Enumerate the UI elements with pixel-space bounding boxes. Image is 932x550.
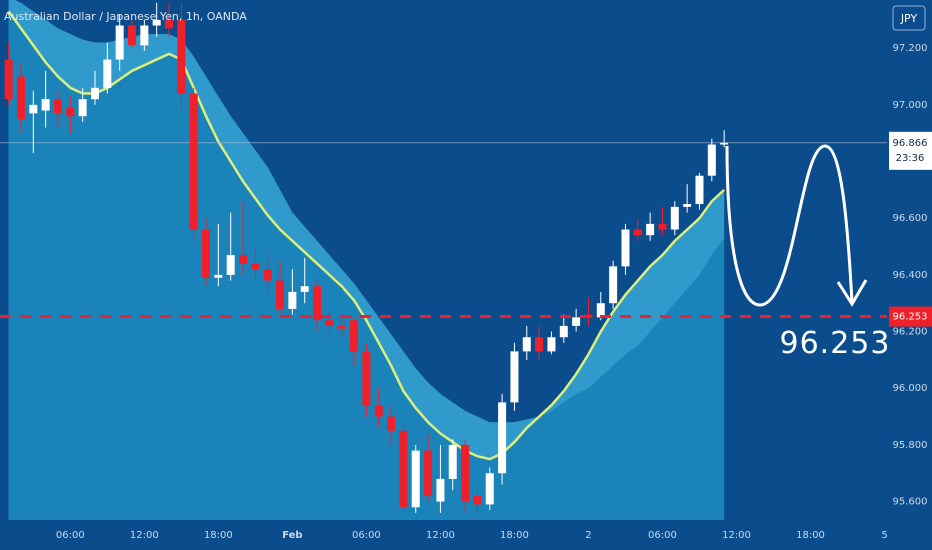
candle-body [325,320,334,326]
y-tick-label: 96.400 [893,270,928,281]
candle-body [485,473,494,505]
candle-body [498,402,507,474]
candle-body [633,229,642,236]
candle-body [103,59,112,88]
candle-body [707,144,716,176]
x-tick-label: 06:00 [352,530,381,541]
candle-body [609,266,618,304]
x-tick-label: 12:00 [426,530,455,541]
x-tick-label: 5 [881,530,887,541]
candle-body [436,478,445,502]
candle-body [78,99,87,117]
target-annotation: 96.253 [780,326,891,361]
candle-body [522,337,531,352]
candle-body [399,430,408,508]
candle-body [621,229,630,267]
candle-body [670,206,679,230]
target-price-label: 96.253 [893,312,928,323]
candle-body [572,317,581,326]
countdown-label: 23:36 [896,153,925,164]
candle-body [596,303,605,318]
x-tick-label: 12:00 [722,530,751,541]
candle-body [16,76,25,120]
candle-body [202,229,211,278]
candle-body [115,25,124,60]
candle-body [152,19,161,26]
candle-body [720,142,729,145]
candle-body [4,59,13,100]
chart-title: Australian Dollar / Japanese Yen, 1h, OA… [4,10,247,23]
candle-body [695,175,704,205]
y-tick-label: 95.800 [893,440,928,451]
y-tick-label: 97.200 [893,43,928,54]
candle-body [263,269,272,281]
candle-body [128,25,137,46]
last-price-label: 96.866 [893,138,928,149]
y-tick-label: 96.600 [893,213,928,224]
candle-body [239,255,248,264]
candle-body [226,255,235,275]
x-tick-label: Feb [282,530,302,541]
candle-body [214,274,223,278]
arrow-head [836,279,868,307]
x-tick-label: 06:00 [648,530,677,541]
candle-body [374,405,383,417]
candle-body [411,450,420,508]
candle-body [53,99,62,114]
ma-band [8,0,725,460]
x-tick-label: 18:00 [204,530,233,541]
candle-body [66,107,75,117]
candle-body [547,337,556,352]
candle-body [448,444,457,479]
candle-body [41,99,50,111]
ema-line [7,10,726,461]
candle-body [29,104,38,114]
candle-body [313,286,322,321]
candle-body [683,204,692,207]
candle-body [424,450,433,496]
candle-body [288,291,297,309]
y-tick-label: 96.200 [893,327,928,338]
candle-body [300,286,309,292]
candle-body [559,325,568,338]
forecast-arrow [725,144,854,307]
x-tick-label: 18:00 [500,530,529,541]
y-tick-label: 95.600 [893,497,928,508]
x-tick-label: 18:00 [796,530,825,541]
y-tick-label: 96.000 [893,383,928,394]
candle-body [251,263,260,270]
x-tick-label: 12:00 [130,530,159,541]
candle-body [165,19,174,29]
candle-body [658,223,667,230]
y-tick-label: 97.000 [893,100,928,111]
currency-button[interactable] [892,5,926,31]
candle-body [473,495,482,505]
candle-body [90,87,99,100]
x-tick-label: 06:00 [56,530,85,541]
candle-body [350,320,359,352]
candle-body [461,444,470,502]
candle-body [362,351,371,406]
candle-body [189,93,198,230]
last-price-box [889,131,932,170]
candle-body [140,25,149,46]
currency-label[interactable]: JPY [900,12,918,25]
target-price-box [889,306,932,327]
candle-body [337,325,346,329]
candle-body [387,416,396,431]
plot-area [0,0,887,521]
candle-body [646,223,655,236]
slow-area [8,0,725,520]
candle-body [177,19,186,94]
candle-body [510,351,519,403]
candle-body [276,280,285,309]
candle-body [535,337,544,352]
x-tick-label: 2 [585,530,591,541]
